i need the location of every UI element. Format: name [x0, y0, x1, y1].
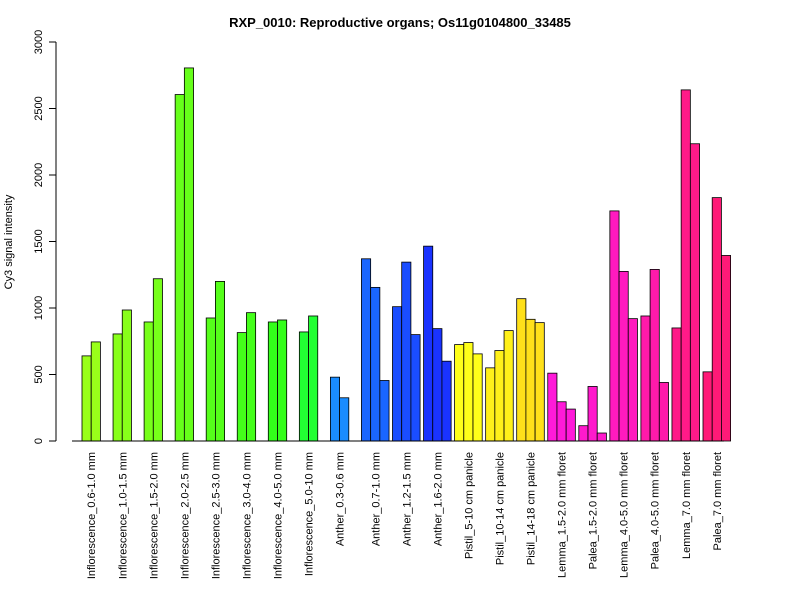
bar	[205, 317, 216, 442]
x-tick-label: Lemma_1.5-2.0 mm floret	[557, 452, 569, 578]
bar	[379, 380, 390, 442]
bar	[441, 360, 452, 442]
bar	[721, 255, 732, 442]
bar	[183, 67, 194, 442]
bar	[649, 269, 660, 442]
bar	[339, 397, 350, 442]
bar	[214, 280, 225, 442]
chart-title: RXP_0010: Reproductive organs; Os11g0104…	[229, 15, 571, 30]
bar	[143, 321, 154, 442]
bar	[578, 425, 589, 442]
bar	[565, 408, 576, 442]
bar	[329, 376, 340, 442]
bar	[370, 286, 381, 442]
bars	[81, 67, 732, 442]
y-tick-label: 3000	[33, 30, 45, 54]
x-tick-label: Palea_1.5-2.0 mm floret	[588, 452, 600, 569]
y-tick-label: 1000	[33, 296, 45, 320]
x-tick-label: Inflorescence_4.0-5.0 mm	[273, 452, 285, 579]
x-tick-label: Inflorescence_2.0-2.5 mm	[179, 452, 191, 579]
bar	[112, 333, 123, 442]
x-tick-label: Anther_0.7-1.0 mm	[370, 452, 382, 546]
x-tick-label: Anther_1.6-2.0 mm	[432, 452, 444, 546]
x-tick-label: Pistil_5-10 cm panicle	[463, 452, 475, 559]
y-tick-label: 2000	[33, 163, 45, 187]
x-tick-label: Lemma_4.0-5.0 mm floret	[619, 452, 631, 578]
bar	[525, 318, 536, 442]
x-tick-label: Pistil_10-14 cm panicle	[494, 452, 506, 565]
x-tick-label: Inflorescence_2.5-3.0 mm	[210, 452, 222, 579]
bar	[671, 327, 682, 442]
x-tick-label: Anther_1.2-1.5 mm	[401, 452, 413, 546]
bar	[267, 321, 278, 442]
bar	[618, 271, 629, 442]
bar	[534, 322, 545, 442]
bar	[547, 372, 558, 442]
bar	[680, 89, 691, 442]
bar	[174, 94, 185, 442]
bar	[81, 355, 92, 442]
bar	[587, 386, 598, 442]
bar	[308, 315, 319, 442]
y-axis-label: Cy3 signal intensity	[3, 194, 15, 289]
bar	[658, 382, 669, 442]
bar	[152, 278, 163, 442]
bar	[361, 258, 372, 442]
bar	[236, 332, 247, 442]
bar	[485, 367, 496, 442]
y-tick-label: 500	[33, 365, 45, 383]
bar	[609, 210, 620, 442]
x-tick-label: Pistil_14-18 cm panicle	[526, 452, 538, 565]
x-tick-label: Inflorescence_0.6-1.0 mm	[86, 452, 98, 579]
x-tick-label: Palea_7.0 mm floret	[712, 452, 724, 550]
x-tick-label: Inflorescence_1.5-2.0 mm	[148, 452, 160, 579]
bar	[472, 353, 483, 442]
y-axis: 0 500 1000 1500 2000 2500 3000	[33, 30, 57, 444]
bar	[596, 432, 607, 442]
x-axis-tick-labels: Inflorescence_0.6-1.0 mm Inflorescence_1.…	[86, 452, 724, 579]
bar	[463, 342, 474, 442]
bar	[410, 334, 421, 442]
x-tick-label: Inflorescence_5.0-10 mm	[304, 452, 316, 576]
x-tick-label: Inflorescence_1.0-1.5 mm	[117, 452, 129, 579]
bar	[556, 401, 567, 442]
x-tick-label: Lemma_7.0 mm floret	[681, 452, 693, 559]
bar	[121, 309, 132, 442]
x-tick-label: Inflorescence_3.0-4.0 mm	[241, 452, 253, 579]
bar	[702, 371, 713, 442]
x-tick-label: Palea_4.0-5.0 mm floret	[650, 452, 662, 569]
y-tick-label: 1500	[33, 229, 45, 253]
bar	[90, 341, 101, 442]
bar	[711, 197, 722, 442]
bar	[503, 330, 514, 442]
bar	[401, 261, 412, 442]
x-tick-label: Anther_0.3-0.6 mm	[335, 452, 347, 546]
bar	[454, 344, 465, 442]
bar	[298, 331, 309, 442]
bar	[689, 143, 700, 442]
bar	[432, 328, 443, 442]
bar	[423, 245, 434, 442]
bar	[392, 306, 403, 442]
bar	[277, 319, 288, 442]
y-tick-label: 2500	[33, 96, 45, 120]
bar	[627, 318, 638, 442]
bar	[246, 312, 257, 442]
bar	[640, 315, 651, 442]
y-tick-label: 0	[33, 438, 45, 444]
bar	[516, 298, 527, 442]
bar	[494, 350, 505, 442]
